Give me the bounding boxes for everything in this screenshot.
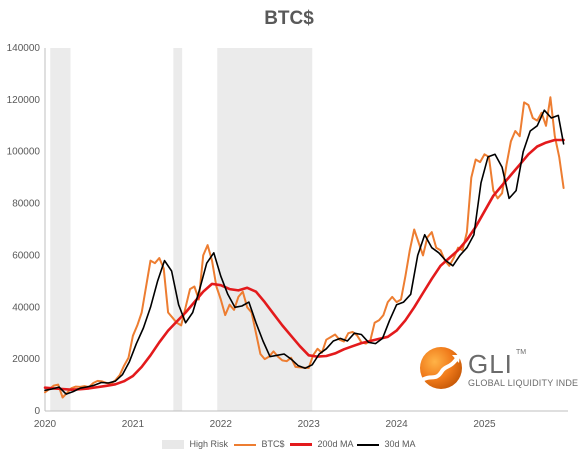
x-tick-label-3: 2023 bbox=[298, 419, 321, 430]
y-tick-label-5: 100000 bbox=[7, 147, 41, 158]
x-tick-label-5: 2025 bbox=[473, 419, 496, 430]
x-tick-label-1: 2021 bbox=[122, 419, 145, 430]
series-lines bbox=[43, 96, 565, 399]
legend-swatch-btc bbox=[234, 443, 256, 446]
high-risk-band-0 bbox=[50, 48, 71, 411]
chart-title: BTC$ bbox=[264, 8, 314, 29]
legend-item-btc: BTC$ bbox=[234, 437, 285, 451]
legend-item-high-risk: High Risk bbox=[162, 437, 228, 451]
axes bbox=[44, 48, 568, 412]
tick-labels: 0 20000 40000 60000 80000 100000 120000 140000 2… bbox=[7, 43, 496, 430]
gli-logo-tm: TM bbox=[516, 349, 527, 356]
series-line-200d-ma bbox=[43, 138, 565, 392]
x-tick-label-4: 2024 bbox=[385, 419, 408, 430]
y-tick-label-4: 80000 bbox=[12, 199, 40, 210]
legend-item-30d-ma: 30d MA bbox=[357, 437, 416, 451]
gli-logo-name: GLI bbox=[468, 349, 513, 379]
legend-label-30d-ma: 30d MA bbox=[384, 439, 416, 449]
y-tick-label-6: 120000 bbox=[7, 95, 41, 106]
legend-swatch-200d-ma bbox=[290, 443, 312, 447]
gli-logo: GLI TM GLOBAL LIQUIDITY INDEXES bbox=[418, 345, 578, 395]
high-risk-band-1 bbox=[173, 48, 183, 411]
gli-logo-subtitle: GLOBAL LIQUIDITY INDEXES bbox=[468, 378, 578, 388]
legend-label-btc: BTC$ bbox=[261, 439, 285, 449]
y-tick-label-7: 140000 bbox=[7, 43, 41, 54]
legend-label-200d-ma: 200d MA bbox=[317, 439, 354, 449]
y-tick-label-2: 40000 bbox=[12, 302, 40, 313]
legend-label-high-risk: High Risk bbox=[189, 439, 229, 449]
high-risk-band-2 bbox=[217, 48, 313, 411]
legend: High Risk BTC$ 200d MA 30d MA bbox=[0, 437, 578, 453]
gli-logo-icon bbox=[420, 347, 462, 389]
legend-swatch-high-risk bbox=[162, 440, 184, 450]
high-risk-bands bbox=[50, 48, 313, 411]
x-tick-label-0: 2020 bbox=[34, 419, 57, 430]
series-line-30d-ma bbox=[44, 109, 565, 395]
y-tick-label-0: 0 bbox=[34, 406, 40, 417]
y-tick-label-3: 60000 bbox=[12, 250, 40, 261]
x-tick-label-2: 2022 bbox=[210, 419, 233, 430]
y-tick-label-1: 20000 bbox=[12, 354, 40, 365]
legend-item-200d-ma: 200d MA bbox=[290, 437, 354, 451]
legend-swatch-30d-ma bbox=[357, 443, 379, 446]
